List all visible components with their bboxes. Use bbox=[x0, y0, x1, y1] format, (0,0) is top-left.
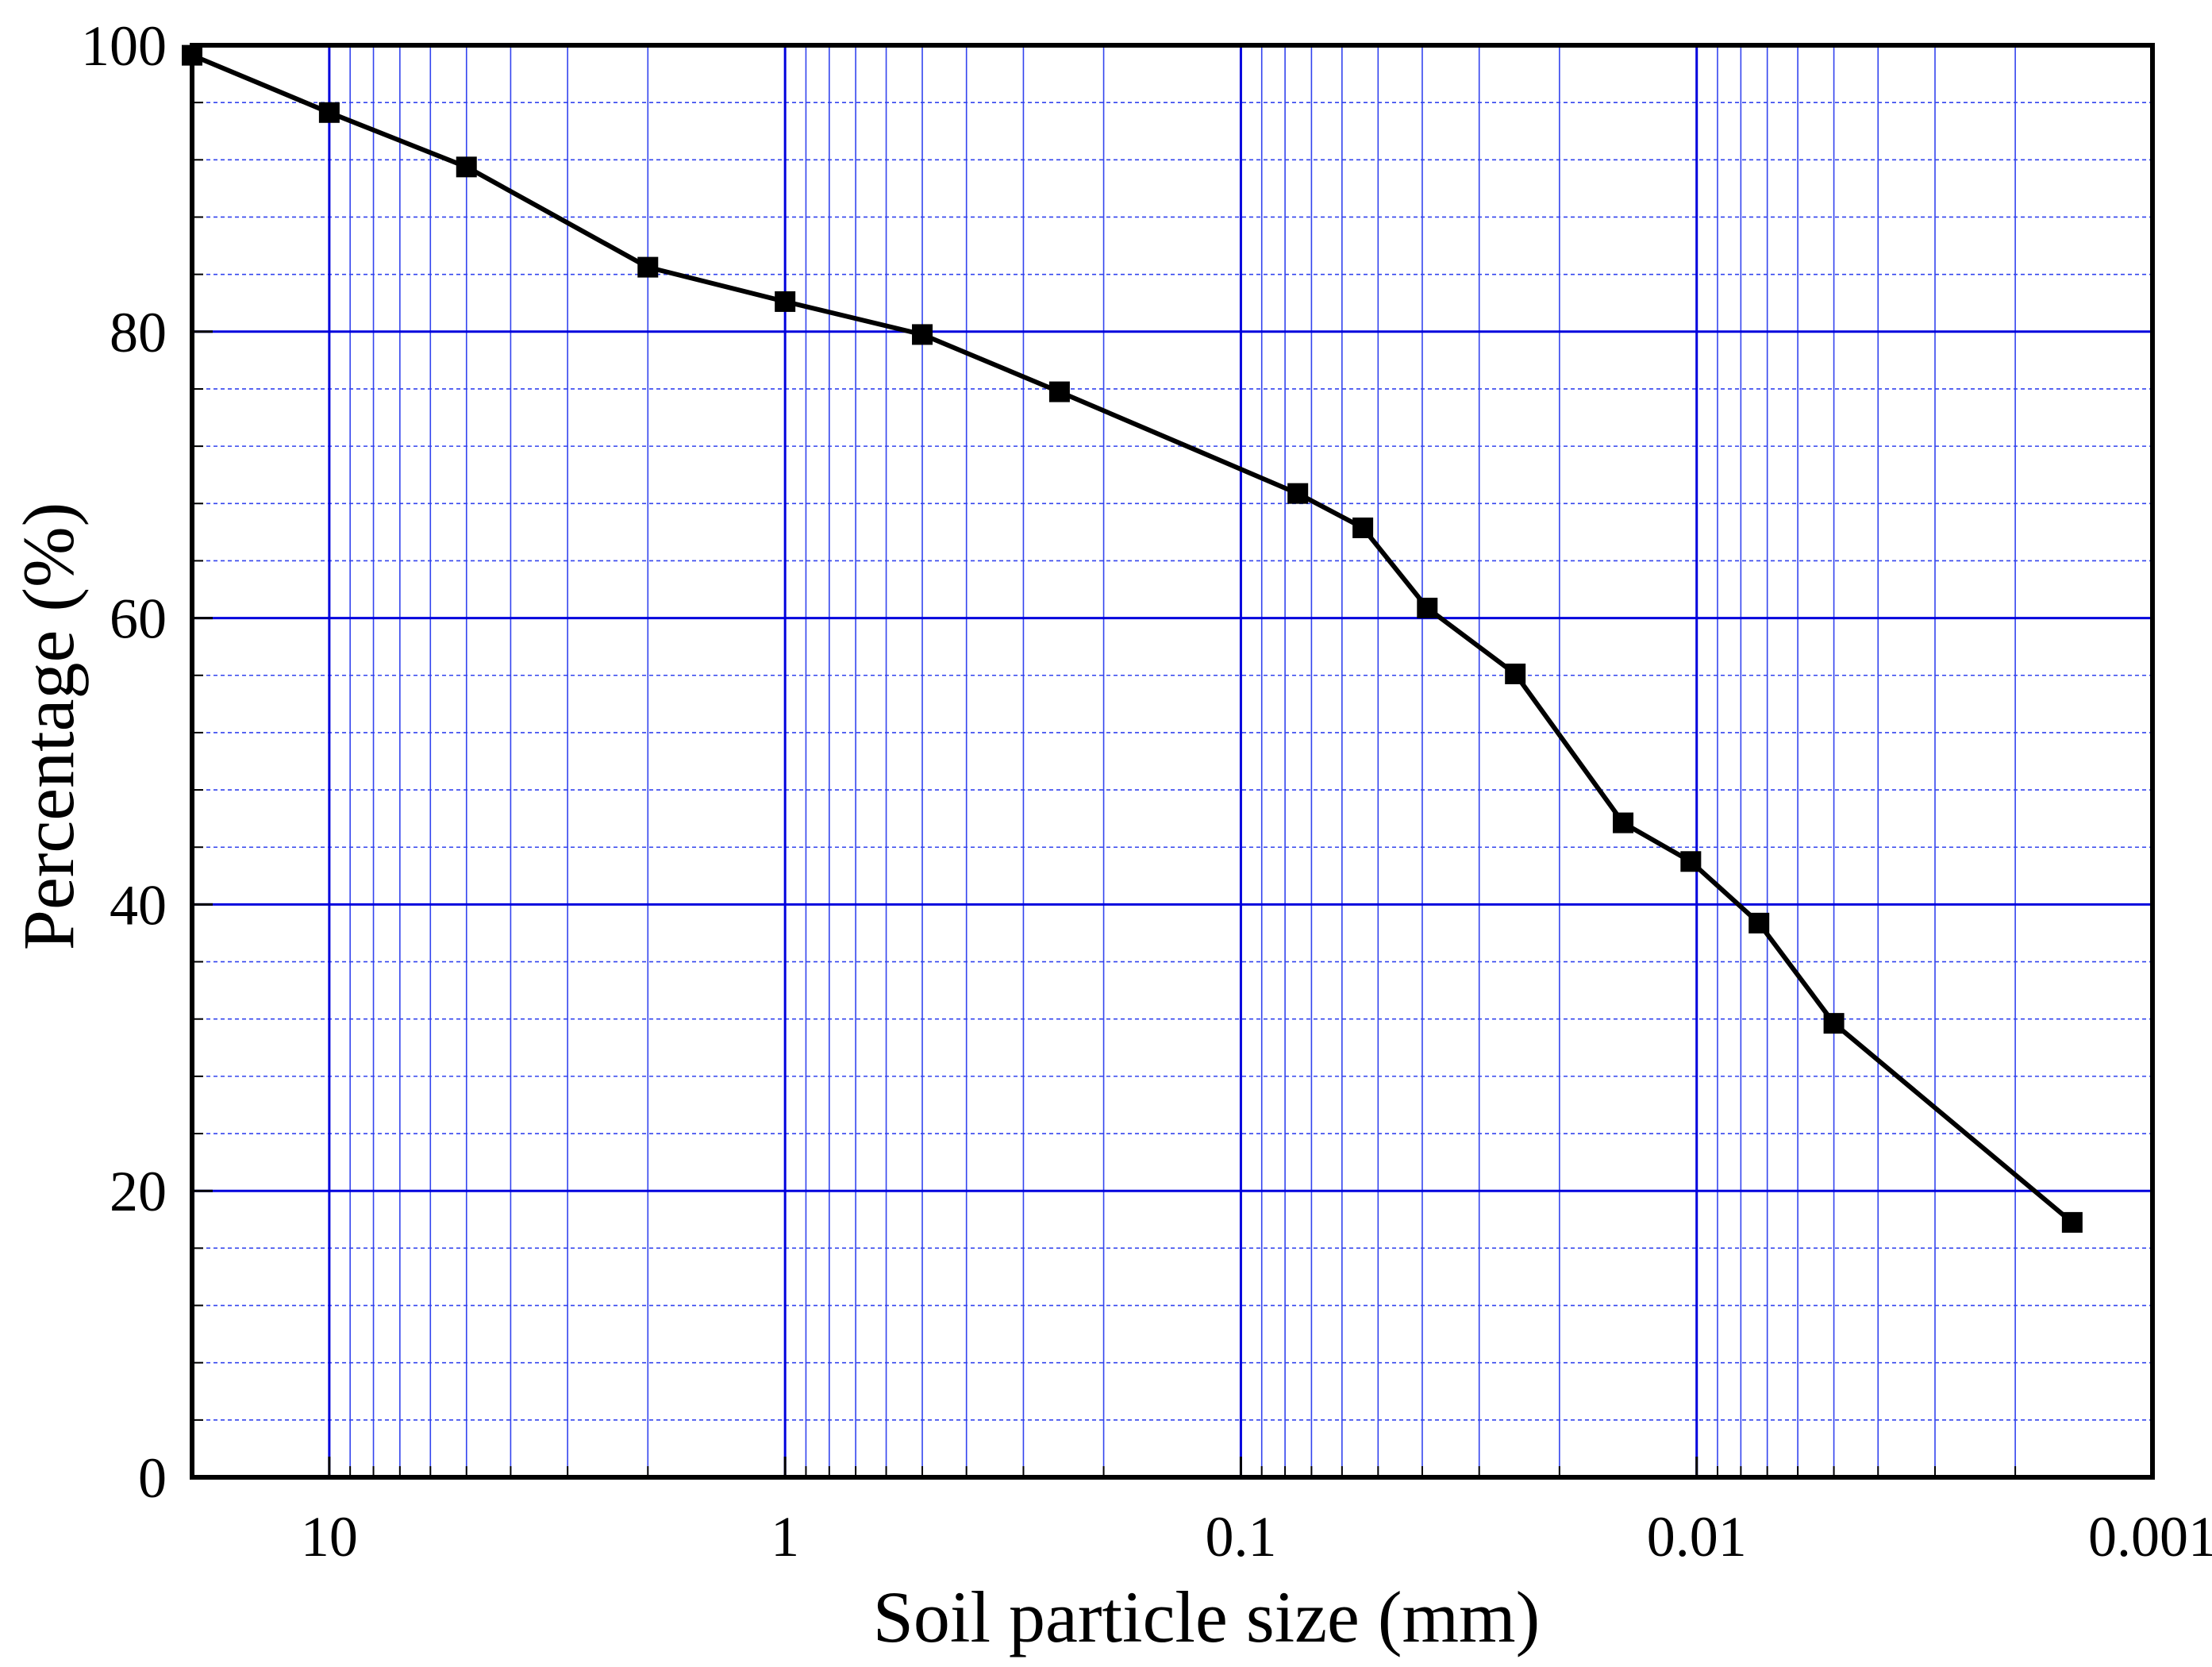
y-tick-label: 80 bbox=[110, 301, 167, 364]
x-tick-label: 0.01 bbox=[1647, 1505, 1747, 1569]
data-point bbox=[456, 156, 477, 178]
x-tick-labels: 10 1 0.1 0.01 0.001 bbox=[301, 1505, 2212, 1569]
x-tick-label: 1 bbox=[771, 1505, 799, 1569]
major-grid bbox=[192, 45, 2152, 1477]
y-tick-label: 60 bbox=[110, 587, 167, 651]
data-point bbox=[318, 102, 340, 123]
x-axis-label: Soil particle size (mm) bbox=[873, 1577, 1541, 1657]
data-point bbox=[1505, 663, 1526, 684]
data-point bbox=[1048, 381, 1070, 402]
series-line-group bbox=[190, 52, 2074, 1225]
series-line bbox=[190, 52, 2074, 1225]
data-point bbox=[1613, 812, 1634, 834]
data-point bbox=[2061, 1211, 2083, 1233]
plot-frame bbox=[190, 43, 2155, 1480]
x-tick-label: 0.001 bbox=[2088, 1505, 2212, 1569]
y-tick-label: 0 bbox=[138, 1446, 167, 1510]
axis-ticks bbox=[191, 44, 2154, 1479]
x-tick-label: 10 bbox=[301, 1505, 358, 1569]
data-point bbox=[1748, 912, 1770, 934]
y-axis-label: Percentage (%) bbox=[8, 502, 89, 950]
data-point bbox=[1680, 851, 1702, 872]
y-tick-label: 40 bbox=[110, 873, 167, 937]
x-tick-label: 0.1 bbox=[1205, 1505, 1276, 1569]
minor-grid bbox=[191, 45, 2152, 1477]
data-point bbox=[775, 291, 796, 312]
data-point bbox=[1417, 597, 1438, 618]
data-point bbox=[1287, 483, 1309, 504]
plot-border bbox=[190, 43, 2155, 1480]
y-tick-label: 20 bbox=[110, 1160, 167, 1223]
data-point bbox=[1352, 517, 1374, 538]
data-point bbox=[637, 256, 659, 278]
y-tick-label: 100 bbox=[81, 14, 167, 78]
data-point bbox=[912, 324, 933, 345]
data-point bbox=[1823, 1013, 1845, 1034]
series-points bbox=[182, 44, 2083, 1233]
y-tick-labels: 0 20 40 60 80 100 bbox=[81, 14, 167, 1510]
